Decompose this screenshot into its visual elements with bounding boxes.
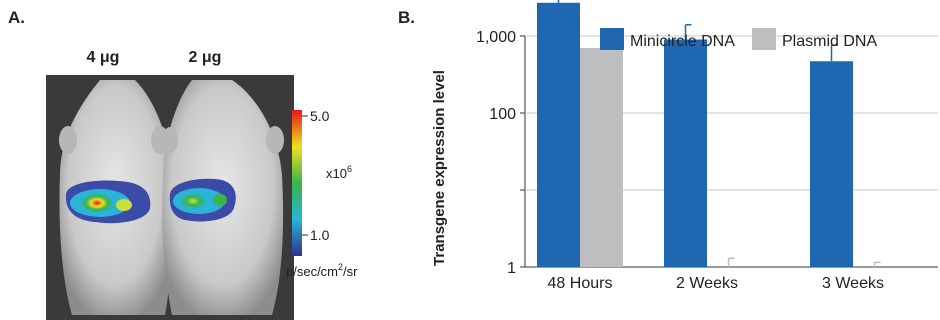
legend-label: Plasmid DNA	[782, 33, 877, 50]
bar	[810, 61, 853, 267]
bar	[664, 39, 707, 267]
y-tick-label: 1,000	[476, 29, 516, 46]
signal-right	[169, 178, 236, 222]
x-tick-label: 3 Weeks	[822, 275, 884, 292]
legend-swatch	[600, 28, 624, 50]
y-tick-label: 100	[489, 106, 516, 123]
signal-left	[65, 180, 151, 224]
colorbar-unit: p/sec/cm2/sr	[286, 262, 358, 279]
x-tick-labels: 48 Hours 2 Weeks 3 Weeks	[548, 275, 884, 292]
panel-b-letter: B.	[398, 8, 415, 27]
bar	[580, 47, 623, 267]
colorbar: 5.0 1.0 x106 p/sec/cm2/sr	[286, 108, 358, 279]
bars	[537, 0, 881, 267]
colorbar-min-label: 1.0	[310, 227, 330, 243]
dose-label-2ug: 2 μg	[189, 49, 222, 66]
x-tick-label: 2 Weeks	[676, 275, 738, 292]
legend-swatch	[752, 28, 776, 50]
colorbar-multiplier: x106	[326, 164, 352, 181]
legend-label: Minicircle DNA	[630, 33, 735, 50]
colorbar-max-label: 5.0	[310, 108, 330, 124]
dose-label-4ug: 4 μg	[87, 49, 120, 66]
y-tick-label: 1	[507, 260, 516, 277]
x-tick-label: 48 Hours	[548, 275, 613, 292]
legend: Minicircle DNA Plasmid DNA	[600, 28, 877, 50]
panel-a-letter: A.	[8, 8, 25, 27]
bioluminescence-image	[46, 75, 294, 320]
colorbar-gradient	[292, 110, 302, 256]
bar-chart: 1 100 1,000 48 Hours 2 Weeks 3 Weeks Transge…	[431, 0, 938, 292]
y-tick-labels: 1 100 1,000	[476, 29, 516, 277]
bar	[537, 2, 580, 267]
y-axis-label: Transgene expression level	[431, 70, 448, 266]
